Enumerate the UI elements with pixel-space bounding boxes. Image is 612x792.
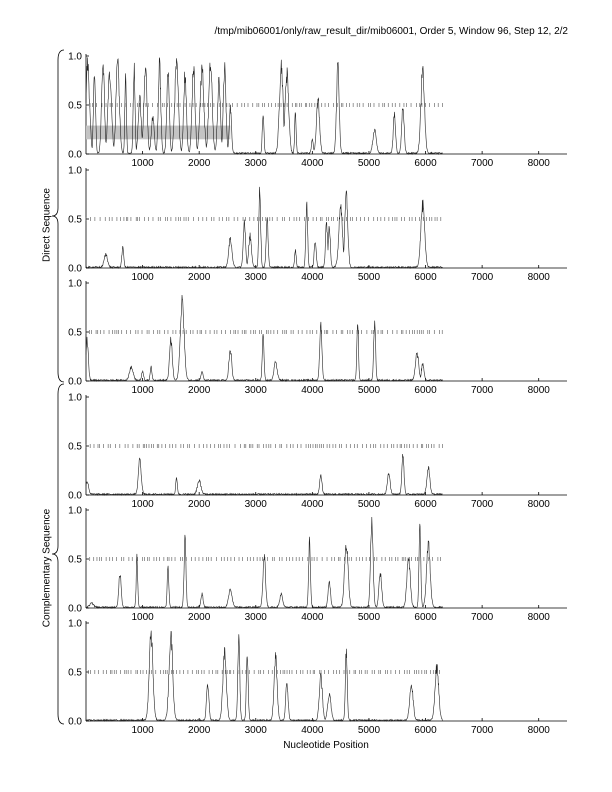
x-tick-label: 2000 bbox=[188, 385, 211, 396]
x-tick-label: 7000 bbox=[471, 612, 494, 623]
x-tick-label: 5000 bbox=[358, 272, 381, 283]
x-tick-label: 1000 bbox=[131, 725, 154, 736]
x-tick-label: 3000 bbox=[245, 612, 268, 623]
direct-group-brace bbox=[51, 49, 65, 383]
x-tick-label: 3000 bbox=[245, 499, 268, 510]
panel-4: 0.0 0.5 1.0 1000 2000 3000 4000 5000 6000 7000 800… bbox=[68, 393, 567, 510]
x-tick-label: 6000 bbox=[414, 725, 437, 736]
panel-1: 0.0 0.5 1.0 1000 2000 3000 4000 5000 6000 7000 800… bbox=[68, 52, 567, 169]
x-axis-label: Nucleotide Position bbox=[283, 740, 369, 751]
x-tick-label: 7000 bbox=[471, 499, 494, 510]
x-tick-label: 4000 bbox=[301, 499, 324, 510]
x-tick-label: 3000 bbox=[245, 272, 268, 283]
x-tick-label: 5000 bbox=[358, 499, 381, 510]
x-tick-label: 4000 bbox=[301, 272, 324, 283]
x-tick-label: 1000 bbox=[131, 272, 154, 283]
y-tick-label: 1.0 bbox=[68, 279, 82, 290]
score-trace bbox=[85, 453, 443, 497]
x-tick-label: 6000 bbox=[414, 499, 437, 510]
y-tick-label: 0.5 bbox=[68, 442, 82, 453]
y-tick-label: 0.5 bbox=[68, 215, 82, 226]
x-tick-label: 2000 bbox=[188, 158, 211, 169]
x-tick-label: 4000 bbox=[301, 612, 324, 623]
x-tick-label: 4000 bbox=[301, 385, 324, 396]
score-trace bbox=[85, 630, 443, 723]
panel-5: 0.0 0.5 1.0 1000 2000 3000 4000 5000 6000 7000 800… bbox=[68, 506, 567, 623]
x-tick-label: 5000 bbox=[358, 158, 381, 169]
x-tick-label: 8000 bbox=[528, 272, 551, 283]
x-tick-label: 7000 bbox=[471, 158, 494, 169]
y-tick-label: 0.0 bbox=[68, 717, 82, 728]
score-trace bbox=[85, 186, 443, 270]
y-tick-label: 1.0 bbox=[68, 393, 82, 404]
x-tick-label: 6000 bbox=[414, 385, 437, 396]
y-tick-label: 1.0 bbox=[68, 619, 82, 630]
x-tick-label: 8000 bbox=[528, 158, 551, 169]
y-tick-label: 1.0 bbox=[68, 166, 82, 177]
y-tick-label: 0.0 bbox=[68, 604, 82, 615]
x-tick-label: 1000 bbox=[131, 158, 154, 169]
y-tick-label: 0.5 bbox=[68, 668, 82, 679]
x-tick-label: 8000 bbox=[528, 725, 551, 736]
figure-title: /tmp/mib06001/only/raw_result_dir/mib060… bbox=[214, 26, 568, 37]
x-tick-label: 2000 bbox=[188, 272, 211, 283]
x-tick-label: 1000 bbox=[131, 499, 154, 510]
x-tick-label: 3000 bbox=[245, 725, 268, 736]
x-tick-label: 6000 bbox=[414, 272, 437, 283]
x-tick-label: 7000 bbox=[471, 385, 494, 396]
y-tick-label: 1.0 bbox=[68, 506, 82, 517]
panel-2: 0.0 0.5 1.0 1000 2000 3000 4000 5000 6000 7000 800… bbox=[68, 166, 567, 283]
x-tick-label: 5000 bbox=[358, 385, 381, 396]
x-tick-label: 3000 bbox=[245, 385, 268, 396]
panel-6: 0.0 0.5 1.0 1000 2000 3000 4000 5000 6000 7000 800… bbox=[68, 619, 567, 736]
y-tick-label: 0.0 bbox=[68, 150, 82, 161]
x-tick-label: 8000 bbox=[528, 385, 551, 396]
direct-sequence-label: Direct Sequence bbox=[41, 188, 53, 262]
x-tick-label: 8000 bbox=[528, 612, 551, 623]
y-tick-label: 0.5 bbox=[68, 328, 82, 339]
x-tick-label: 3000 bbox=[245, 158, 268, 169]
x-tick-label: 5000 bbox=[358, 725, 381, 736]
y-tick-label: 0.0 bbox=[68, 377, 82, 388]
y-tick-label: 0.0 bbox=[68, 264, 82, 275]
score-trace bbox=[85, 57, 443, 156]
y-tick-label: 1.0 bbox=[68, 52, 82, 63]
x-tick-label: 2000 bbox=[188, 725, 211, 736]
score-trace bbox=[85, 294, 443, 383]
x-tick-label: 4000 bbox=[301, 725, 324, 736]
x-tick-label: 8000 bbox=[528, 499, 551, 510]
complementary-sequence-label: Complementary Sequence bbox=[41, 508, 53, 628]
x-tick-label: 6000 bbox=[414, 158, 437, 169]
x-tick-label: 1000 bbox=[131, 612, 154, 623]
x-tick-label: 1000 bbox=[131, 385, 154, 396]
y-tick-label: 0.5 bbox=[68, 101, 82, 112]
x-tick-label: 6000 bbox=[414, 612, 437, 623]
complementary-group-brace bbox=[51, 383, 65, 725]
x-tick-label: 2000 bbox=[188, 499, 211, 510]
x-tick-label: 7000 bbox=[471, 725, 494, 736]
y-tick-label: 0.5 bbox=[68, 555, 82, 566]
y-tick-label: 0.0 bbox=[68, 491, 82, 502]
x-tick-label: 5000 bbox=[358, 612, 381, 623]
x-tick-label: 2000 bbox=[188, 612, 211, 623]
panel-3: 0.0 0.5 1.0 1000 2000 3000 4000 5000 6000 7000 800… bbox=[68, 279, 567, 396]
score-trace bbox=[85, 516, 443, 610]
x-tick-label: 7000 bbox=[471, 272, 494, 283]
x-tick-label: 4000 bbox=[301, 158, 324, 169]
highlight-band bbox=[86, 125, 231, 140]
